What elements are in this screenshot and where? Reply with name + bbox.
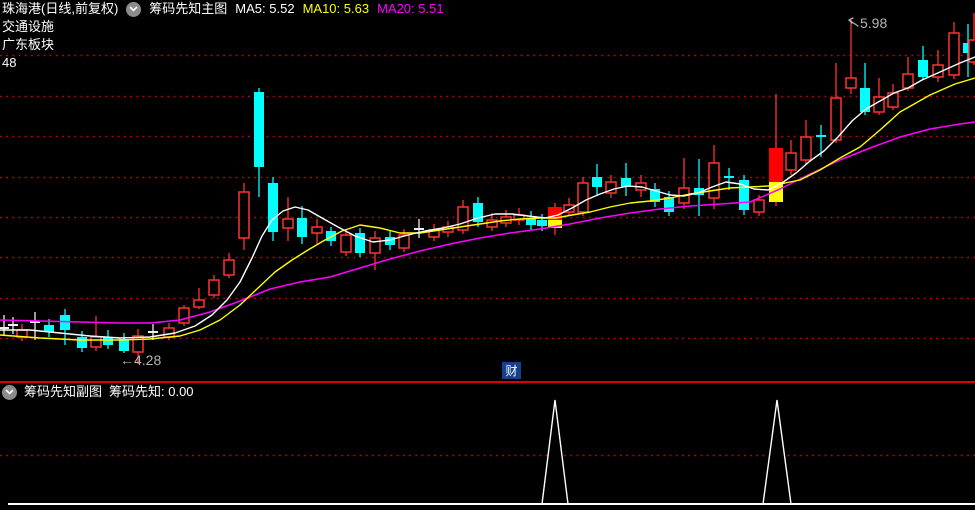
collapse-sub-indicator-icon[interactable]	[2, 384, 17, 400]
news-marker-badge[interactable]: 财	[502, 362, 521, 379]
sub-header: 筹码先知副图 筹码先知: 0.00	[2, 384, 201, 400]
low-price-label: ←4.28	[120, 352, 162, 368]
main-indicator-name: 筹码先知主图	[149, 1, 228, 16]
rank-value: 48	[2, 55, 17, 70]
ma10-line	[0, 77, 975, 341]
collapse-main-indicator-icon[interactable]	[126, 1, 142, 17]
high-pointer-line	[848, 17, 859, 27]
candles-layer	[0, 13, 975, 364]
grid-lines	[0, 54, 975, 340]
sector-label-region: 广东板块	[2, 37, 55, 52]
high-price-label: 5.98	[860, 15, 888, 31]
signal-spikes	[541, 399, 792, 505]
ma5-value: MA5: 5.52	[235, 1, 295, 16]
chevron-down-icon	[129, 6, 138, 12]
sub-indicator-value: 筹码先知: 0.00	[109, 384, 194, 399]
sub-indicator-name: 筹码先知副图	[24, 384, 103, 399]
ma5-line	[0, 56, 975, 339]
chevron-down-icon	[5, 389, 14, 395]
main-header: 珠海港(日线,前复权) 筹码先知主图 MA5: 5.52 MA10: 5.63 …	[2, 1, 452, 17]
stock-title: 珠海港(日线,前复权)	[2, 1, 119, 16]
ma10-value: MA10: 5.63	[302, 1, 370, 16]
sector-label-industry: 交通设施	[2, 19, 55, 34]
ma20-value: MA20: 5.51	[377, 1, 444, 16]
